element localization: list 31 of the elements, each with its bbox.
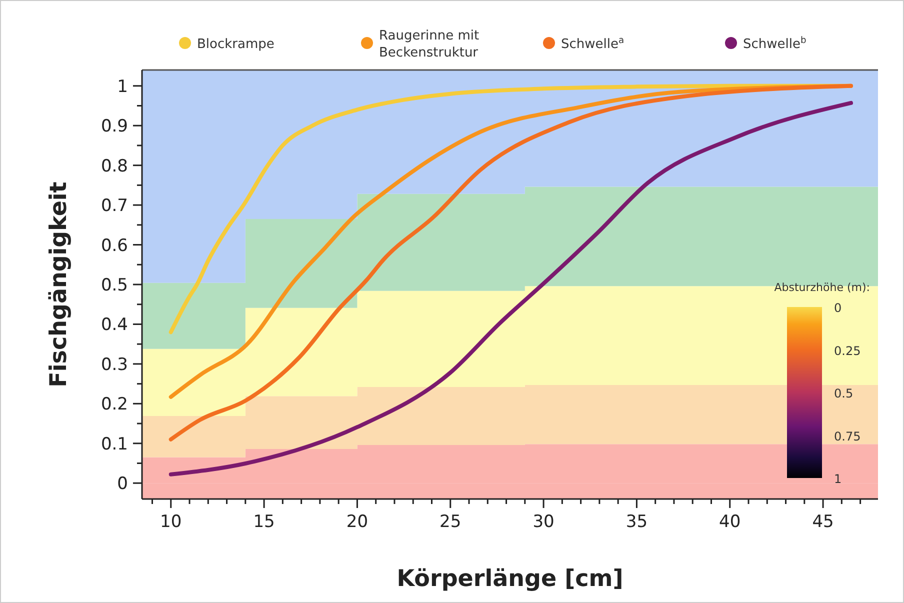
y-tick-label: 0.5 [100, 276, 128, 296]
y-tick-label: 1 [117, 76, 128, 97]
y-tick-label: 0.9 [100, 116, 128, 137]
y-axis-title: Fischgängigkeit [46, 182, 72, 388]
x-tick-label: 40 [719, 512, 741, 532]
y-tick-label: 0.2 [100, 394, 128, 415]
annotation: 0 [834, 301, 842, 315]
x-tick-label: 15 [253, 512, 275, 532]
annotation: 0.5 [834, 386, 854, 400]
y-tick-label: 0.4 [100, 315, 128, 336]
legend-label: Raugerinne mit Beckenstruktur [379, 28, 480, 60]
y-tick-label: 0.6 [100, 236, 128, 256]
annotation: 0.25 [834, 344, 861, 358]
x-tick-label: 10 [160, 512, 182, 532]
x-tick-label: 25 [440, 512, 462, 532]
x-tick-label: 20 [346, 512, 368, 532]
annotation: 1 [834, 472, 842, 486]
legend-label: Schwelle$^{b}$ [743, 36, 806, 52]
x-axis-title: Körperlänge [cm] [396, 566, 624, 592]
x-tick-label: 30 [532, 512, 554, 532]
x-tick-label: 35 [626, 512, 648, 532]
legend-label: Blockrampe [197, 37, 274, 52]
annotation: Absturzhöhe (m): [774, 281, 870, 294]
y-tick-label: 0.7 [100, 196, 128, 216]
y-tick-label: 0.1 [100, 434, 128, 454]
annotation: 0.75 [834, 429, 861, 444]
y-tick-label: 0 [117, 474, 128, 494]
legend-label: Schwelle$^{a}$ [561, 36, 624, 52]
y-tick-label: 0.3 [100, 354, 128, 375]
y-tick-label: 0.8 [100, 156, 128, 176]
x-tick-label: 45 [812, 512, 834, 532]
